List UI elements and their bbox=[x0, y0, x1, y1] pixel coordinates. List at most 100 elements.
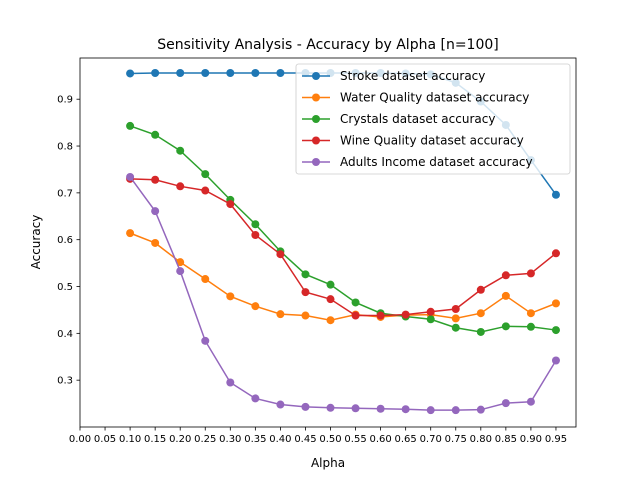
data-point bbox=[501, 322, 510, 331]
data-point bbox=[176, 267, 185, 276]
data-point bbox=[151, 175, 160, 184]
series-1 bbox=[126, 229, 560, 325]
data-point bbox=[176, 258, 185, 267]
x-tick-label: 0.70 bbox=[420, 434, 442, 445]
y-tick-label: 0.8 bbox=[57, 142, 73, 153]
data-point bbox=[301, 270, 310, 279]
y-tick-label: 0.5 bbox=[57, 282, 73, 293]
legend-label: Water Quality dataset accuracy bbox=[340, 91, 529, 105]
data-point bbox=[476, 285, 485, 294]
x-axis-label: Alpha bbox=[311, 456, 345, 470]
data-point bbox=[501, 271, 510, 280]
data-point bbox=[401, 310, 410, 319]
data-point bbox=[451, 304, 460, 313]
data-point bbox=[401, 405, 410, 414]
x-tick-label: 0.65 bbox=[395, 434, 417, 445]
legend-label: Adults Income dataset accuracy bbox=[340, 155, 533, 169]
data-point bbox=[551, 326, 560, 335]
data-point bbox=[201, 170, 210, 179]
x-tick-label: 0.35 bbox=[244, 434, 266, 445]
x-tick-label: 0.10 bbox=[119, 434, 141, 445]
data-point bbox=[276, 310, 285, 319]
legend-swatch-marker bbox=[312, 93, 320, 102]
data-point bbox=[526, 309, 535, 318]
data-point bbox=[326, 295, 335, 304]
x-tick-label: 0.95 bbox=[545, 434, 567, 445]
data-point bbox=[376, 311, 385, 320]
x-tick-label: 0.55 bbox=[344, 434, 366, 445]
data-point bbox=[201, 186, 210, 195]
plot-frame bbox=[79, 57, 577, 428]
data-point bbox=[151, 238, 160, 247]
legend-label: Wine Quality dataset accuracy bbox=[340, 134, 524, 148]
data-point bbox=[526, 322, 535, 331]
x-tick-label: 0.05 bbox=[94, 434, 116, 445]
series-line bbox=[129, 176, 557, 411]
data-point bbox=[426, 315, 435, 324]
legend-swatch-marker bbox=[312, 72, 320, 80]
legend-label: Crystals dataset accuracy bbox=[340, 112, 495, 126]
data-point bbox=[276, 400, 285, 409]
x-tick-label: 0.50 bbox=[319, 434, 341, 445]
data-point bbox=[526, 397, 535, 406]
data-point bbox=[426, 307, 435, 316]
x-tick-label: 0.00 bbox=[69, 434, 91, 445]
data-point bbox=[551, 249, 560, 258]
data-point bbox=[251, 220, 260, 229]
data-point bbox=[126, 69, 135, 78]
legend-label: Stroke dataset accuracy bbox=[340, 69, 485, 83]
legend: Stroke dataset accuracy Water Quality dat… bbox=[295, 63, 571, 175]
chart-title: Sensitivity Analysis - Accuracy by Alpha… bbox=[157, 37, 498, 53]
data-point bbox=[226, 378, 235, 387]
data-point bbox=[201, 68, 210, 77]
series-line bbox=[130, 178, 557, 317]
data-point bbox=[301, 311, 310, 320]
x-tick-label: 0.85 bbox=[495, 434, 517, 445]
data-point bbox=[126, 172, 135, 181]
data-point bbox=[251, 68, 260, 77]
legend-swatch-marker bbox=[312, 158, 320, 166]
data-point bbox=[226, 68, 235, 77]
data-point bbox=[551, 190, 560, 199]
x-tick-label: 0.20 bbox=[169, 434, 191, 445]
x-tick-label: 0.15 bbox=[144, 434, 166, 445]
x-tick-label: 0.40 bbox=[269, 434, 291, 445]
data-point bbox=[176, 146, 185, 155]
y-tick-label: 0.4 bbox=[57, 329, 73, 340]
data-point bbox=[201, 275, 210, 284]
x-tick-label: 0.60 bbox=[369, 434, 391, 445]
data-point bbox=[276, 250, 285, 259]
y-tick-label: 0.3 bbox=[57, 376, 73, 387]
x-tick-label: 0.45 bbox=[294, 434, 316, 445]
data-point bbox=[451, 314, 460, 323]
y-tick-label: 0.9 bbox=[57, 95, 73, 106]
y-tick-label: 0.6 bbox=[57, 235, 73, 246]
data-point bbox=[476, 405, 485, 414]
data-point bbox=[251, 231, 260, 240]
series-4 bbox=[126, 172, 560, 415]
series-line bbox=[129, 232, 557, 321]
data-point bbox=[251, 302, 260, 311]
data-point bbox=[226, 292, 235, 301]
data-point bbox=[151, 130, 160, 139]
x-tick-label: 0.75 bbox=[445, 434, 467, 445]
x-tick-label: 0.25 bbox=[194, 434, 216, 445]
legend-swatch-marker bbox=[312, 115, 320, 123]
data-point bbox=[351, 404, 360, 413]
data-point bbox=[376, 404, 385, 413]
data-point bbox=[451, 406, 460, 415]
data-point bbox=[226, 200, 235, 209]
data-point bbox=[201, 336, 210, 345]
data-point bbox=[326, 316, 335, 325]
legend-box bbox=[295, 63, 571, 175]
series-3 bbox=[126, 174, 560, 320]
data-point bbox=[126, 229, 135, 238]
data-point bbox=[351, 311, 360, 320]
data-point bbox=[151, 207, 160, 216]
x-tick-label: 0.80 bbox=[470, 434, 492, 445]
data-point bbox=[476, 309, 485, 318]
data-point bbox=[351, 298, 360, 307]
series-line bbox=[129, 125, 557, 333]
